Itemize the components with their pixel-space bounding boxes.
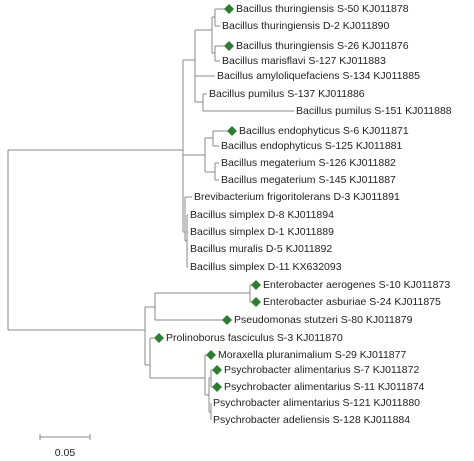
- leaf-label: Brevibacterium frigoritolerans D-3 KJ011…: [194, 191, 400, 203]
- marker: [251, 280, 261, 290]
- marker: [212, 382, 222, 392]
- leaf-label: Pseudomonas stutzeri S-80 KJ011879: [234, 314, 413, 326]
- marker: [224, 41, 234, 51]
- leaf-label: Bacillus thuringiensis S-50 KJ011878: [236, 3, 409, 15]
- markers: [154, 4, 261, 392]
- leaf-label: Bacillus simplex D-1 KJ011889: [190, 226, 334, 238]
- leaf-label: Bacillus pumilus S-151 KJ011888: [296, 105, 452, 117]
- scale-bar-line: [39, 434, 91, 440]
- leaf-label: Bacillus thuringiensis S-26 KJ011876: [236, 40, 409, 52]
- leaf-label: Enterobacter aerogenes S-10 KJ011873: [263, 279, 450, 291]
- branch-lines: [7, 8, 294, 420]
- leaf-label: Bacillus endophyticus S-125 KJ011881: [221, 140, 403, 152]
- marker: [251, 297, 261, 307]
- branches: [7, 8, 294, 420]
- leaf-label: Bacillus pumilus S-137 KJ011886: [209, 88, 365, 100]
- leaf-label: Bacillus megaterium S-126 KJ011882: [221, 157, 396, 169]
- leaf-label: Bacillus megaterium S-145 KJ011887: [221, 174, 396, 186]
- leaf-label: Psychrobacter alimentarius S-121 KJ01188…: [213, 397, 420, 409]
- leaf-label: Bacillus endophyticus S-6 KJ011871: [239, 125, 409, 137]
- marker: [227, 126, 237, 136]
- marker: [224, 4, 234, 14]
- leaf-label: Bacillus simplex D-11 KX632093: [190, 261, 342, 273]
- marker: [154, 333, 164, 343]
- leaf-label: Psychrobacter alimentarius S-7 KJ011872: [224, 364, 419, 376]
- marker: [212, 365, 222, 375]
- leaf-label: Moraxella pluranimalium S-29 KJ011877: [218, 349, 406, 361]
- leaf-label: Psychrobacter alimentarius S-11 KJ011874: [224, 381, 425, 393]
- leaf-label: Enterobacter asburiae S-24 KJ011875: [263, 296, 441, 308]
- leaf-label: Bacillus muralis D-5 KJ011892: [190, 243, 332, 255]
- leaf-label: Psychrobacter adeliensis S-128 KJ011884: [213, 414, 410, 426]
- leaf-label: Bacillus simplex D-8 KJ011894: [190, 209, 334, 221]
- scale-bar: 0.05: [39, 434, 91, 459]
- scale-bar-label: 0.05: [55, 447, 76, 459]
- leaf-label: Bacillus amyloliquefaciens S-134 KJ01188…: [217, 70, 420, 82]
- marker: [222, 315, 232, 325]
- leaf-labels: Bacillus thuringiensis S-50 KJ011878 Bac…: [166, 3, 452, 426]
- leaf-label: Prolinoborus fasciculus S-3 KJ011870: [166, 332, 343, 344]
- leaf-label: Bacillus marisflavi S-127 KJ011883: [222, 55, 386, 67]
- leaf-label: Bacillus thuringiensis D-2 KJ011890: [222, 20, 389, 32]
- marker: [206, 350, 216, 360]
